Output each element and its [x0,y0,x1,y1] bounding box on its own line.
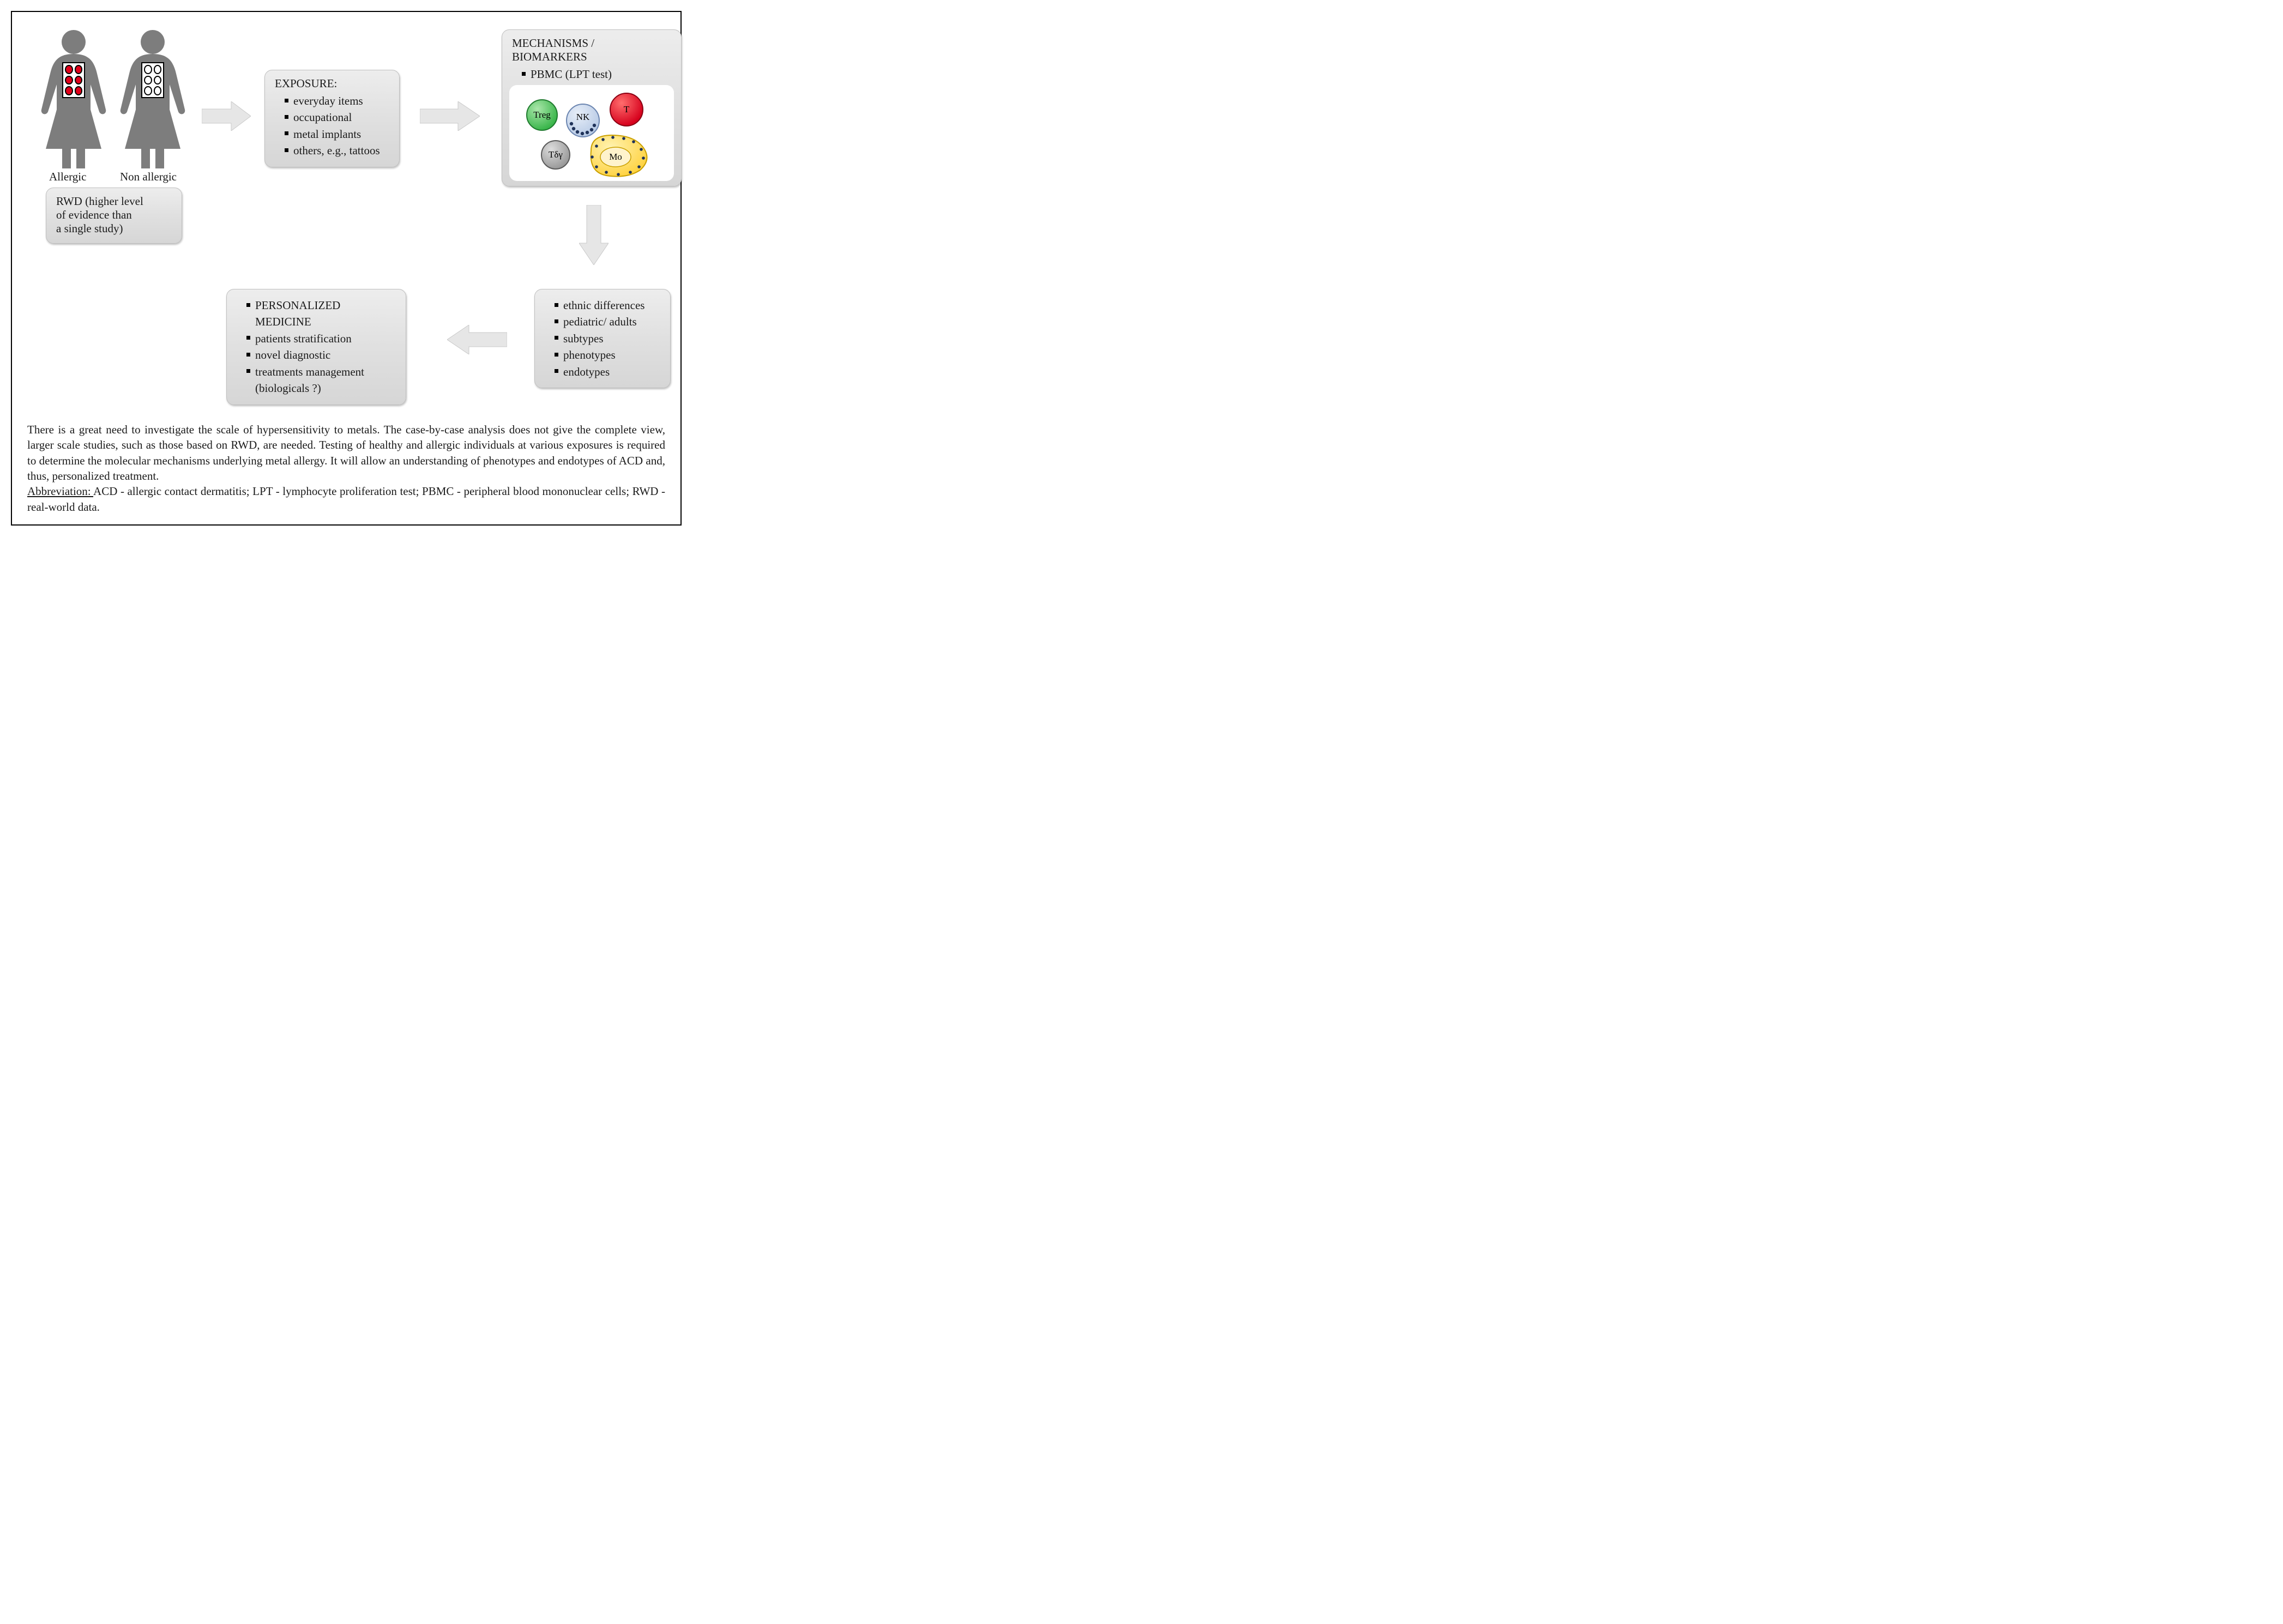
patch-grid-allergic [62,62,85,98]
person-nonallergic-icon [117,28,188,170]
pm-item: patients stratification [248,330,396,347]
exposure-list: everyday items occupational metal implan… [275,93,389,159]
cells-panel: Treg NK T Tδγ [509,85,674,181]
pm-list: PERSONALIZED MEDICINE patients stratific… [237,297,396,397]
exposure-item: others, e.g., tattoos [286,142,389,159]
pm-item: treatments management (biologicals ?) [248,364,396,397]
caption-abbrev-label: Abbreviation: [27,485,93,498]
exposure-item: everyday items [286,93,389,109]
exposure-heading: EXPOSURE: [275,77,389,90]
classification-list: ethnic differences pediatric/ adults sub… [545,297,660,380]
rwd-box: RWD (higher level of evidence than a sin… [46,188,182,244]
cell-treg-label: Treg [533,110,551,120]
cell-mo-label: Mo [609,152,622,162]
rwd-line1: RWD (higher level [56,195,172,208]
classification-box: ethnic differences pediatric/ adults sub… [534,289,671,388]
caption-body: There is a great need to investigate the… [27,423,665,482]
cell-nk-label: NK [576,112,590,122]
exposure-box: EXPOSURE: everyday items occupational me… [264,70,400,167]
mechanisms-heading: MECHANISMS / BIOMARKERS [512,37,671,64]
class-item: subtypes [556,330,660,347]
diagram-canvas: Allergic Non allergic RWD (higher level … [27,25,665,418]
arrow-classification-to-pm [447,325,507,354]
pm-heading: PERSONALIZED MEDICINE [248,297,396,330]
class-item: pediatric/ adults [556,313,660,330]
arrow-mechanisms-to-classification [579,205,609,265]
caption-abbrev-text: ACD - allergic contact dermatitis; LPT -… [27,485,665,513]
arrow-people-to-exposure [202,101,251,131]
patch-grid-nonallergic [141,62,164,98]
rwd-line3: a single study) [56,222,172,236]
arrow-exposure-to-mechanisms [420,101,480,131]
pm-item: novel diagnostic [248,347,396,363]
cell-tdg-label: Tδγ [549,149,563,160]
exposure-item: metal implants [286,126,389,142]
class-item: ethnic differences [556,297,660,313]
caption-text: There is a great need to investigate the… [27,422,665,515]
label-nonallergic: Non allergic [120,170,177,184]
class-item: endotypes [556,364,660,380]
class-item: phenotypes [556,347,660,363]
cell-t-label: T [624,104,630,114]
person-allergic-icon [38,28,109,170]
exposure-item: occupational [286,109,389,125]
diagram-frame: Allergic Non allergic RWD (higher level … [11,11,682,526]
personalized-medicine-box: PERSONALIZED MEDICINE patients stratific… [226,289,406,405]
label-allergic: Allergic [49,170,86,184]
cells-svg: Treg NK T Tδγ [509,85,674,181]
rwd-line2: of evidence than [56,208,172,222]
mechanisms-item: PBMC (LPT test) [523,66,671,82]
